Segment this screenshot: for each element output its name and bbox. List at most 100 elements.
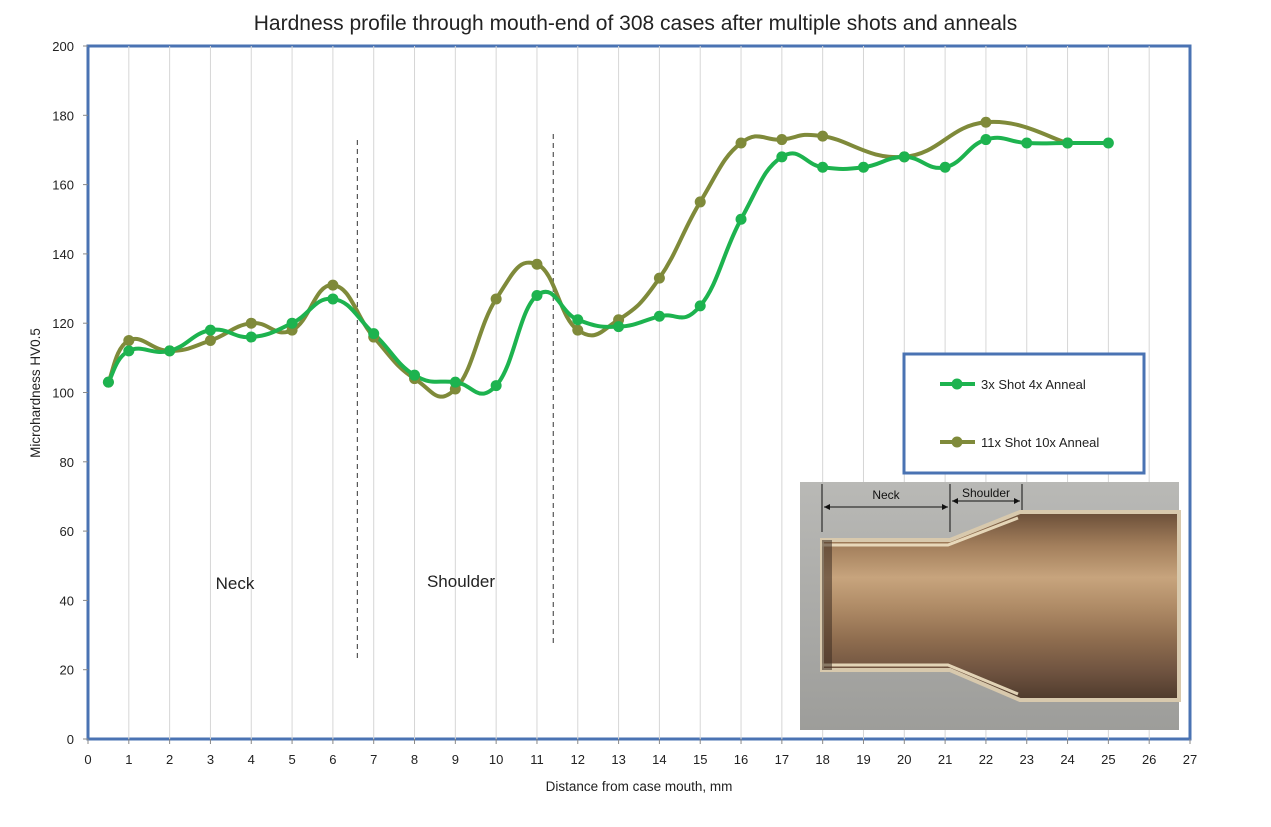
y-axis-title: Microhardness HV0.5 xyxy=(28,328,43,458)
case-photo-inset: Neck Shoulder xyxy=(800,482,1181,730)
series-line-1 xyxy=(106,135,1111,396)
x-tick-label: 20 xyxy=(897,752,911,767)
series-1-point xyxy=(409,369,421,381)
x-tick-label: 8 xyxy=(411,752,418,767)
series-2-point xyxy=(327,279,339,291)
x-tick-label: 16 xyxy=(734,752,748,767)
neck-region-label: Neck xyxy=(216,574,255,593)
series-2-point xyxy=(572,324,584,336)
series-1-point xyxy=(939,161,951,173)
x-tick-label: 5 xyxy=(288,752,295,767)
series-1-point xyxy=(613,321,625,333)
y-tick-label: 140 xyxy=(52,247,74,262)
series-2-point xyxy=(735,137,747,149)
x-tick-label: 4 xyxy=(248,752,255,767)
series-1-point xyxy=(694,300,706,312)
x-tick-label: 25 xyxy=(1101,752,1115,767)
neck-dim-arrow-left xyxy=(824,504,830,510)
shoulder-dim-arrow-left xyxy=(952,498,958,504)
series-1-point xyxy=(102,376,114,388)
x-tick-label: 2 xyxy=(166,752,173,767)
series-2-point xyxy=(490,293,502,305)
series-1-point xyxy=(857,161,869,173)
series-1-point xyxy=(490,380,502,392)
x-tick-label: 17 xyxy=(775,752,789,767)
y-tick-label: 160 xyxy=(52,178,74,193)
series-2-point xyxy=(204,335,216,347)
y-tick-label: 0 xyxy=(67,732,74,747)
series-2-point xyxy=(123,335,135,347)
legend-label-series-1: 3x Shot 4x Anneal xyxy=(981,377,1086,392)
x-tick-label: 26 xyxy=(1142,752,1156,767)
legend-label-series-2: 11x Shot 10x Anneal xyxy=(981,435,1099,450)
x-tick-label: 23 xyxy=(1020,752,1034,767)
x-tick-label: 15 xyxy=(693,752,707,767)
case-wall-bottom xyxy=(822,663,1019,696)
series-1-point xyxy=(898,151,910,163)
series-1-point xyxy=(572,314,584,326)
x-tick-label: 21 xyxy=(938,752,952,767)
x-tick-label: 7 xyxy=(370,752,377,767)
series-1-point xyxy=(1021,137,1033,149)
series-1-point xyxy=(653,310,665,322)
series-1-point xyxy=(368,328,380,340)
x-tick-label: 11 xyxy=(530,752,544,767)
y-tick-label: 200 xyxy=(52,39,74,54)
x-tick-label: 1 xyxy=(125,752,132,767)
series-2-point xyxy=(653,272,665,284)
series-2-point xyxy=(817,130,829,142)
x-axis-title: Distance from case mouth, mm xyxy=(546,779,733,794)
series-2-point xyxy=(245,317,257,329)
series-2-point xyxy=(776,134,788,146)
y-tick-label: 60 xyxy=(60,524,74,539)
series-1-point xyxy=(123,345,135,357)
series-1-point xyxy=(327,293,339,305)
shoulder-region-label: Shoulder xyxy=(427,572,495,591)
series-1-point xyxy=(531,289,543,301)
x-tick-label: 14 xyxy=(652,752,666,767)
x-tick-label: 19 xyxy=(856,752,870,767)
y-tick-label: 120 xyxy=(52,316,74,331)
y-tick-label: 20 xyxy=(60,663,74,678)
legend-marker-series-2 xyxy=(951,436,963,448)
x-tick-label: 24 xyxy=(1060,752,1074,767)
series-1-point xyxy=(286,317,298,329)
series-2-point xyxy=(531,258,543,270)
series-1-point xyxy=(1102,137,1114,149)
legend-marker-series-1 xyxy=(951,378,963,390)
series-1-point xyxy=(204,324,216,336)
shoulder-dim-arrow-right xyxy=(1014,498,1020,504)
series-2-point xyxy=(694,196,706,208)
x-tick-label: 0 xyxy=(84,752,91,767)
series-1-point xyxy=(1062,137,1074,149)
x-tick-label: 3 xyxy=(207,752,214,767)
chart-title: Hardness profile through mouth-end of 30… xyxy=(253,12,1018,35)
series-1-point xyxy=(735,213,747,225)
x-tick-label: 22 xyxy=(979,752,993,767)
series-2-point xyxy=(980,116,992,128)
y-tick-label: 80 xyxy=(60,455,74,470)
series-1-point xyxy=(980,134,992,146)
x-tick-label: 13 xyxy=(611,752,625,767)
legend-box xyxy=(902,352,1146,475)
series-1-point xyxy=(245,331,257,343)
series-1-point xyxy=(449,376,461,388)
region-boundaries xyxy=(356,134,554,659)
x-tick-label: 9 xyxy=(452,752,459,767)
legend: 3x Shot 4x Anneal 11x Shot 10x Anneal xyxy=(902,352,1146,475)
y-tick-label: 180 xyxy=(52,108,74,123)
x-tick-label: 12 xyxy=(571,752,585,767)
series-1-point xyxy=(164,345,176,357)
neck-dim-arrow-right xyxy=(942,504,948,510)
case-mouth xyxy=(822,540,832,670)
y-tick-label: 40 xyxy=(60,593,74,608)
x-tick-label: 6 xyxy=(329,752,336,767)
y-tick-label: 100 xyxy=(52,386,74,401)
axes: 0 1 2 3 4 5 6 7 8 9 10 11 12 13 14 15 16 17 18 19 20 21 22 23 24… xyxy=(52,39,1197,767)
photo-neck-label: Neck xyxy=(872,488,900,502)
series-layer xyxy=(102,116,1114,399)
x-tick-label: 10 xyxy=(489,752,503,767)
series-1-point xyxy=(817,161,829,173)
photo-shoulder-label: Shoulder xyxy=(962,486,1010,500)
